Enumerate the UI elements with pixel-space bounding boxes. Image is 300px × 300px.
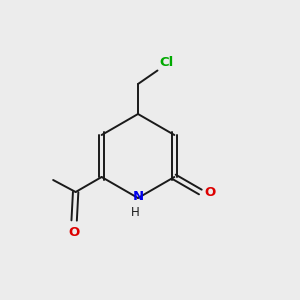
Text: O: O	[204, 185, 215, 199]
Text: O: O	[68, 226, 80, 239]
Text: H: H	[130, 206, 140, 220]
Text: N: N	[132, 190, 144, 203]
Text: Cl: Cl	[159, 56, 173, 69]
